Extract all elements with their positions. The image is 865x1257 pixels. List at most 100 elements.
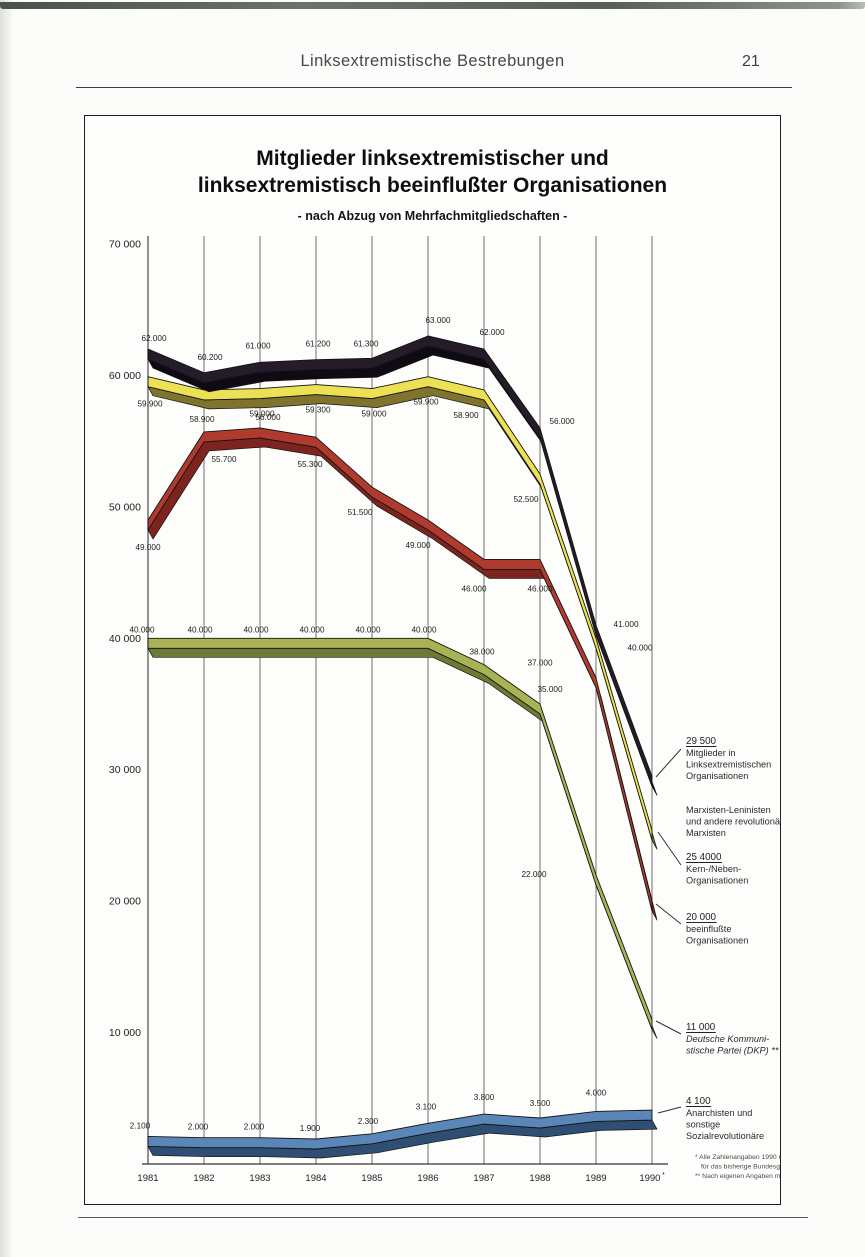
data-label-series4-1986: 3.100	[416, 1102, 437, 1111]
series-band-0	[147, 335, 653, 787]
data-label-series1-1984: 59.300	[305, 406, 330, 415]
data-label-series0-1981: 62.000	[141, 334, 166, 343]
y-axis-tick-label: 10 000	[109, 1027, 141, 1039]
data-label-series2-1989: 37.000	[527, 659, 552, 668]
legend-value-5: 4 100	[686, 1096, 711, 1107]
data-label-series4-1983: 2.000	[244, 1123, 265, 1132]
x-axis-tick-label: 1983	[249, 1173, 270, 1184]
data-label-series4-1981: 2.100	[130, 1121, 151, 1130]
data-label-series4-1985: 2.300	[358, 1117, 379, 1126]
legend-value-3: 20 000	[686, 912, 717, 923]
x-axis-tick-label: 1984	[305, 1173, 326, 1184]
page-number: 21	[742, 53, 760, 70]
legend-leader-line-5	[657, 1106, 682, 1114]
scan-artifact-left-shadow	[0, 0, 14, 1257]
data-label-series3-1982: 40.000	[187, 625, 212, 634]
legend-text-line: und andere revolutionäre	[686, 817, 780, 827]
y-axis-tick-label: 30 000	[109, 764, 141, 776]
x-axis-tick-label: 1990 *	[639, 1172, 665, 1184]
chart-subtitle: - nach Abzug von Mehrfachmitgliedschafte…	[297, 208, 568, 223]
data-label-series0-1986: 63.000	[425, 316, 450, 325]
data-label-series2-1984: 55.300	[297, 460, 322, 469]
data-label-series3-1986: 40.000	[411, 625, 436, 634]
data-label-series4-1987: 3.800	[474, 1093, 495, 1102]
data-label-series3-1984: 40.000	[299, 625, 324, 634]
legend-text-line: stische Partei (DKP) **	[686, 1046, 779, 1056]
data-label-series2-1988: 46.000	[527, 584, 552, 593]
legend-text-line: Marxisten	[686, 828, 726, 838]
y-axis-tick-label: 70 000	[109, 239, 141, 251]
data-label-series2-1986: 49.000	[405, 541, 430, 550]
membership-line-chart: 70 000 60 000 50 000 40 000 30 000 20 000 10 0…	[109, 236, 780, 1184]
legend-value-0: 29 500	[686, 736, 717, 747]
x-axis-tick-label: 1985	[361, 1173, 382, 1184]
data-label-series1-1987: 58.900	[453, 411, 478, 420]
data-label-series0-1987: 62.000	[479, 328, 504, 337]
legend-leader-line-2	[657, 831, 682, 866]
data-label-series1-1982: 58.900	[189, 415, 214, 424]
data-label-series1-1985: 59.000	[361, 410, 386, 419]
y-axis-tick-label: 60 000	[109, 370, 141, 382]
data-label-series0-1985: 61.300	[353, 339, 378, 348]
x-axis-tick-label: 1982	[193, 1173, 214, 1184]
data-label-series2-1987: 46.000	[461, 584, 486, 593]
y-axis-tick-label: 20 000	[109, 896, 141, 908]
data-label-series1-1989: 40.000	[627, 643, 652, 652]
x-axis-tick-label: 1989	[585, 1173, 606, 1184]
data-label-series1-1983: 59.000	[249, 410, 274, 419]
legend-text-line: Kern-/Neben-	[686, 864, 741, 874]
data-label-series2-1985: 51.500	[347, 508, 372, 517]
series-band-4	[147, 1109, 653, 1150]
data-label-series3-1987: 38.000	[469, 648, 494, 657]
scan-artifact-top-bar	[0, 2, 865, 9]
legend-text-line: Deutsche Kommuni-	[686, 1034, 769, 1044]
series-band-1	[147, 376, 653, 841]
data-label-series0-1983: 61.000	[245, 341, 270, 350]
legend-text-line: Organisationen	[686, 936, 748, 946]
x-axis-tick-label: 1988	[529, 1173, 550, 1184]
footnote-line-1: für das bisherige Bundesgebiet	[701, 1164, 780, 1171]
legend-text-line: Organisationen	[686, 771, 748, 781]
legend-text-line: Anarchisten und	[686, 1108, 752, 1118]
data-label-series0-1989: 41.000	[613, 620, 638, 629]
legend-value-2: 25 4000	[686, 852, 722, 863]
data-label-series4-1988: 3.500	[530, 1099, 551, 1108]
header-rule	[76, 87, 792, 88]
x-axis-tick-label: 1987	[473, 1173, 494, 1184]
chart-title-line1: Mitglieder linksextremistischer und	[256, 147, 609, 170]
series-band-side-3	[147, 647, 658, 1039]
legend-text-line: Linksextremistischen	[686, 760, 771, 770]
data-label-series3-1981: 40.000	[129, 625, 154, 634]
chart-title-line2: linksextremistisch beeinflußter Organisa…	[197, 173, 668, 197]
series-band-3	[147, 637, 653, 1030]
data-label-series3-1988: 35.000	[537, 685, 562, 694]
data-label-series0-1984: 61.200	[305, 340, 330, 349]
data-label-series3-1985: 40.000	[355, 625, 380, 634]
data-label-series2-1982: 55.700	[211, 455, 236, 464]
legend-leader-line-3	[655, 903, 682, 925]
data-label-series4-1982: 2.000	[188, 1123, 209, 1132]
footnote-line-2: ** Nach eigenen Angaben mehr	[695, 1173, 780, 1180]
legend-value-4: 11 000	[686, 1022, 716, 1033]
data-label-series4-1989: 4.000	[586, 1088, 607, 1097]
x-axis-tick-label: 1981	[137, 1173, 158, 1184]
legend-text-line: Marxisten-Leninisten	[686, 805, 771, 815]
data-label-series1-1981: 59.900	[137, 400, 162, 409]
legend-leader-line-0	[655, 748, 682, 778]
y-axis-tick-label: 40 000	[109, 633, 141, 645]
footnote-line-0: * Alle Zahlenangaben 1990 nur	[695, 1154, 780, 1161]
legend-text-line: Organisationen	[686, 876, 748, 886]
footer-rule	[78, 1217, 808, 1218]
y-axis-tick-label: 50 000	[109, 501, 141, 513]
legend-text-line: Mitglieder in	[686, 748, 736, 758]
legend-text-line: beeinflußte	[686, 924, 731, 934]
data-label-series0-1982: 60.200	[197, 353, 222, 362]
data-label-series1-1988: 52.500	[513, 495, 538, 504]
legend-text-line: Sozialrevolutionäre	[686, 1131, 764, 1141]
x-axis-tick-label: 1986	[417, 1173, 438, 1184]
series-band-2	[147, 427, 653, 912]
chart-frame: Mitglieder linksextremistischer und link…	[84, 115, 781, 1205]
legend-text-line: sonstige	[686, 1120, 720, 1130]
running-header: Linksextremistische Bestrebungen	[300, 52, 565, 70]
